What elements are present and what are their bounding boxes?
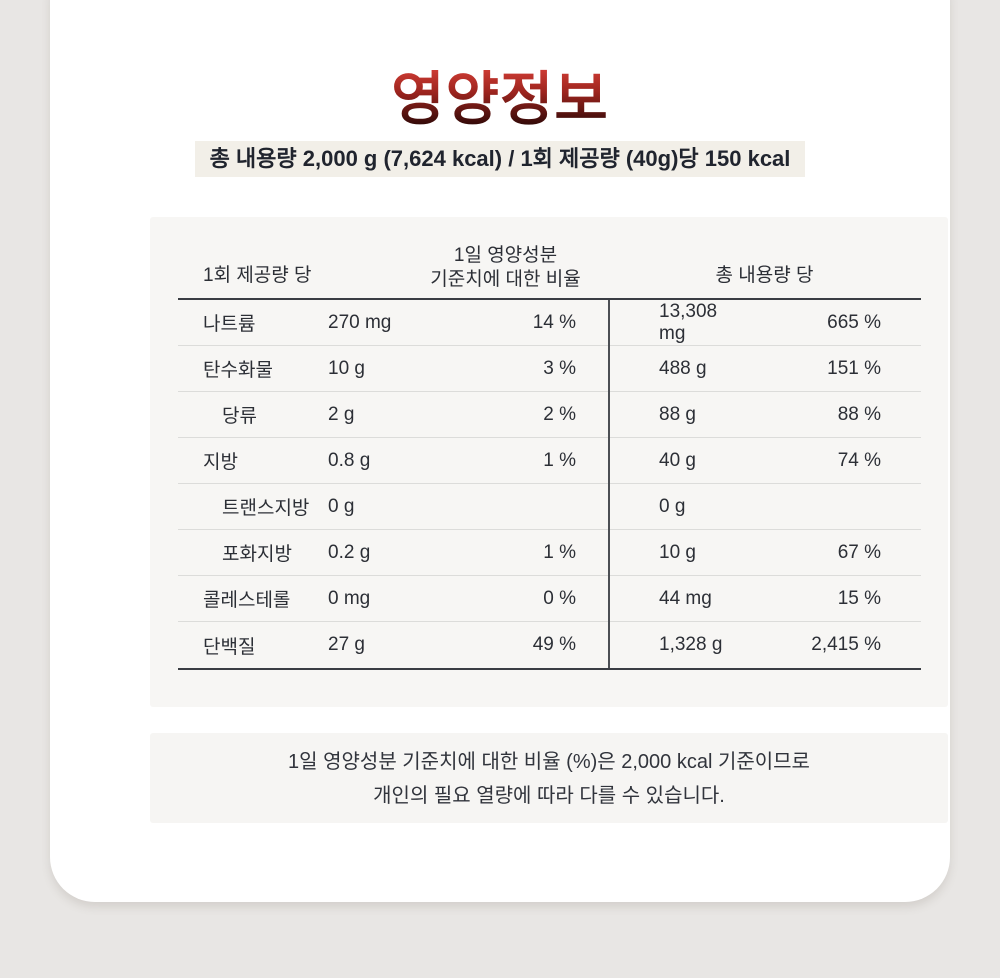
nutrient-name: 나트륨 [203,314,256,335]
table-row-protein: 단백질 27 g 49 % 1,328 g 2,415 % [178,622,921,668]
serving-amount: 270 mg [328,311,392,333]
serving-amount: 0 g [328,495,355,517]
total-amount: 10 g [659,541,696,563]
nutrient-name: 콜레스테롤 [203,590,291,611]
total-amount: 488 g [659,357,707,379]
table-row-carbohydrate: 탄수화물 10 g 3 % 488 g 151 % [178,346,921,392]
serving-percent: 1 % [543,541,576,563]
header-per-serving: 1회 제공량 당 [203,265,312,286]
serving-percent: 2 % [543,403,576,425]
serving-percent: 1 % [543,449,576,471]
footnote-line1: 1일 영양성분 기준치에 대한 비율 (%)은 2,000 kcal 기준이므로 [288,751,810,773]
column-divider [608,300,610,668]
table-row-trans-fat: 트랜스지방 0 g 0 g [178,484,921,530]
header-daily-value-line2: 기준치에 대한 비율 [430,269,581,290]
header-per-total: 총 내용량 당 [715,265,814,286]
table-header: 1회 제공량 당 1일 영양성분 기준치에 대한 비율 총 내용량 당 [178,237,921,298]
total-amount: 44 mg [659,587,712,609]
nutrient-name: 탄수화물 [203,360,273,381]
nutrition-info-card: 영양정보 총 내용량 2,000 g (7,624 kcal) / 1회 제공량… [50,0,950,902]
total-percent: 151 % [827,357,881,379]
serving-summary-badge: 총 내용량 2,000 g (7,624 kcal) / 1회 제공량 (40g… [194,141,806,177]
serving-percent: 14 % [532,311,576,333]
total-percent: 74 % [837,449,881,471]
total-percent: 665 % [827,311,881,333]
nutrient-name: 당류 [222,406,257,427]
serving-summary-row: 총 내용량 2,000 g (7,624 kcal) / 1회 제공량 (40g… [50,141,950,177]
total-percent: 67 % [837,541,881,563]
header-daily-value-line1: 1일 영양성분 [453,245,558,266]
nutrient-name: 단백질 [203,636,256,658]
serving-amount: 10 g [328,357,365,379]
section-title: 영양정보 [50,52,950,136]
total-amount: 1,328 g [659,634,723,655]
serving-amount: 0.2 g [328,541,371,563]
table-body: 나트륨 270 mg 14 % 13,308 mg 665 % 탄수화물 10 … [178,298,921,670]
table-row-sodium: 나트륨 270 mg 14 % 13,308 mg 665 % [178,300,921,346]
serving-percent: 3 % [543,357,576,379]
total-percent: 15 % [837,587,881,609]
table-row-cholesterol: 콜레스테롤 0 mg 0 % 44 mg 15 % [178,576,921,622]
serving-amount: 0 mg [328,587,371,609]
total-amount: 40 g [659,449,696,471]
nutrition-table-panel: 1회 제공량 당 1일 영양성분 기준치에 대한 비율 총 내용량 당 나트륨 … [150,217,948,707]
serving-amount: 0.8 g [328,449,371,471]
total-amount: 0 g [659,495,686,517]
nutrient-name: 지방 [203,452,238,473]
total-percent: 88 % [837,403,881,425]
serving-percent: 0 % [543,587,576,609]
nutrition-table: 1회 제공량 당 1일 영양성분 기준치에 대한 비율 총 내용량 당 나트륨 … [178,237,921,670]
footnote-line2: 개인의 필요 열량에 따라 다를 수 있습니다. [373,785,725,807]
serving-amount: 27 g [328,634,365,655]
total-percent: 2,415 % [811,634,881,655]
header-daily-value: 1일 영양성분 기준치에 대한 비율 [353,244,658,292]
section-title-text: 영양정보 [391,52,608,136]
nutrient-name: 포화지방 [222,544,292,565]
table-row-fat: 지방 0.8 g 1 % 40 g 74 % [178,438,921,484]
nutrient-name: 트랜스지방 [222,498,310,519]
total-amount: 13,308 mg [659,300,718,344]
serving-amount: 2 g [328,403,355,425]
total-amount: 88 g [659,403,696,425]
footnote-box: 1일 영양성분 기준치에 대한 비율 (%)은 2,000 kcal 기준이므로… [150,733,948,823]
serving-percent: 49 % [532,634,576,655]
table-row-saturated-fat: 포화지방 0.2 g 1 % 10 g 67 % [178,530,921,576]
table-row-sugars: 당류 2 g 2 % 88 g 88 % [178,392,921,438]
